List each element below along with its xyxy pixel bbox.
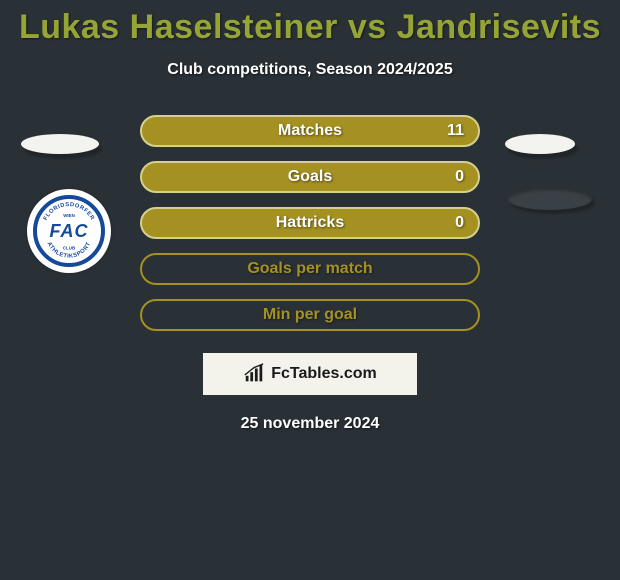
club-badge: FLORIDSDORFER ATHLETIKSPORT WIEN CLUB FA… (27, 189, 111, 273)
fctables-logo-text: FcTables.com (271, 365, 377, 383)
club-badge-ring: FLORIDSDORFER ATHLETIKSPORT WIEN CLUB FA… (33, 195, 105, 267)
badge-small-top: WIEN (63, 213, 75, 218)
stat-bar-label: Hattricks (276, 214, 344, 232)
stat-bar-label: Goals (288, 168, 332, 186)
stat-bar-value: 11 (447, 122, 464, 140)
stat-bar-goals: Goals 0 (140, 161, 480, 193)
side-ellipse-left-top (21, 134, 99, 154)
stat-bar-value: 0 (455, 168, 464, 186)
stat-bar-label: Min per goal (263, 306, 357, 324)
page-subtitle: Club competitions, Season 2024/2025 (0, 61, 620, 79)
badge-core-text: FAC (50, 221, 89, 242)
stat-bar-matches: Matches 11 (140, 115, 480, 147)
page-title: Lukas Haselsteiner vs Jandrisevits (0, 8, 620, 47)
stat-bar-value: 0 (455, 214, 464, 232)
comparison-infographic: Lukas Haselsteiner vs Jandrisevits Club … (0, 8, 620, 580)
side-ellipse-right-top (505, 134, 575, 154)
badge-small-bottom: CLUB (63, 246, 75, 251)
fctables-logo-box: FcTables.com (203, 353, 417, 395)
stat-bar-min-per-goal: Min per goal (140, 299, 480, 331)
stat-bar-label: Goals per match (247, 260, 372, 278)
stat-bar-goals-per-match: Goals per match (140, 253, 480, 285)
stat-bar-hattricks: Hattricks 0 (140, 207, 480, 239)
stat-bar-label: Matches (278, 122, 342, 140)
side-ellipse-right-mid (508, 188, 592, 210)
bar-chart-icon (243, 363, 265, 385)
date-line: 25 november 2024 (0, 415, 620, 433)
